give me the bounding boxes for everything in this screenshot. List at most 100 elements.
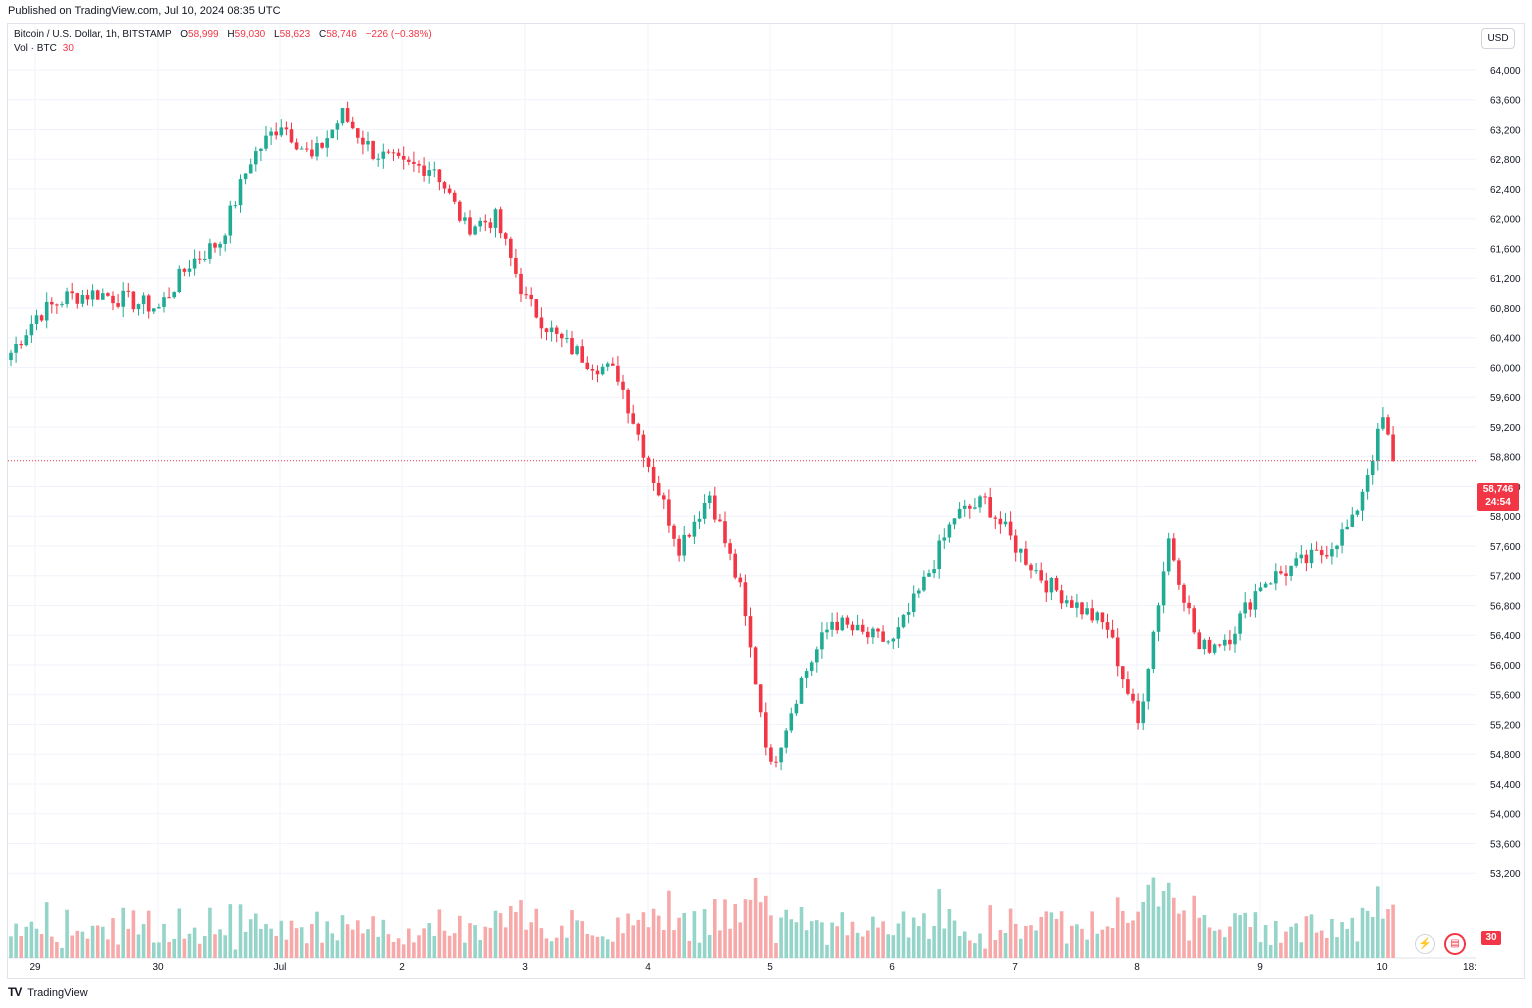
volume-bar xyxy=(162,923,166,958)
candle-body xyxy=(1274,571,1278,584)
candle-body xyxy=(804,671,809,678)
candle-body xyxy=(1070,600,1074,608)
volume-bar xyxy=(325,921,329,958)
news-icon[interactable]: ▤ xyxy=(1444,933,1466,955)
volume-bar xyxy=(927,938,931,958)
volume-bar xyxy=(932,925,936,958)
volume-bar xyxy=(906,937,911,958)
candle-body xyxy=(1319,550,1324,556)
candle-body xyxy=(1202,639,1207,650)
y-tick-label: 54,000 xyxy=(1490,810,1521,821)
y-tick-label: 58,000 xyxy=(1490,512,1521,523)
volume-bar xyxy=(1059,911,1064,958)
volume-bar xyxy=(616,917,620,958)
volume-bar xyxy=(957,935,962,958)
candle-body xyxy=(1126,679,1130,694)
candle-body xyxy=(248,164,253,174)
y-tick-label: 61,200 xyxy=(1490,274,1521,285)
volume-bar xyxy=(1126,922,1130,958)
volume-bar xyxy=(274,935,278,958)
candle-body xyxy=(1156,605,1161,632)
lightning-icon[interactable]: ⚡ xyxy=(1415,934,1435,954)
volume-bar xyxy=(514,911,518,958)
volume-bar xyxy=(1258,942,1263,958)
candle-body xyxy=(1335,545,1339,550)
candle-body xyxy=(723,521,727,544)
candle-body xyxy=(228,205,233,236)
symbol-legend[interactable]: Bitcoin / U.S. Dollar, 1h, BITSTAMP O58,… xyxy=(14,29,432,40)
candle-body xyxy=(524,294,528,296)
candle-body xyxy=(702,503,707,519)
candle-body xyxy=(1314,549,1319,551)
candle-body xyxy=(692,521,697,537)
volume-bar xyxy=(529,922,533,958)
candle-body xyxy=(1029,564,1033,571)
candle-body xyxy=(881,631,885,642)
candle-body xyxy=(1090,608,1094,621)
candle-body xyxy=(830,621,834,630)
candle-body xyxy=(549,327,554,333)
candle-body xyxy=(386,151,391,153)
volume-bar xyxy=(442,930,447,958)
close-label: C xyxy=(318,29,327,40)
volume-bar xyxy=(366,929,370,958)
candle-body xyxy=(585,362,590,369)
volume-bar xyxy=(85,938,90,958)
volume-bar xyxy=(228,904,233,958)
published-caption: Published on TradingView.com, Jul 10, 20… xyxy=(8,5,281,17)
volume-bar xyxy=(218,929,222,958)
volume-bar xyxy=(1340,921,1344,958)
candle-body xyxy=(1197,632,1202,650)
currency-button[interactable]: USD xyxy=(1481,28,1515,49)
candle-body xyxy=(447,188,452,193)
candle-body xyxy=(891,638,896,642)
volume-bar xyxy=(1177,913,1181,958)
candle-body xyxy=(1192,608,1196,633)
volume-bar xyxy=(901,911,906,958)
volume-bar xyxy=(840,912,845,958)
volume-bar xyxy=(422,928,426,958)
candle-body xyxy=(162,297,166,308)
volume-bar xyxy=(254,913,258,958)
candle-body xyxy=(656,483,661,496)
candle-body xyxy=(866,631,870,638)
volume-bar xyxy=(1070,925,1074,958)
volume-bar xyxy=(560,925,564,958)
candle-body xyxy=(707,495,712,504)
candle-body xyxy=(136,304,141,310)
candle-body xyxy=(1049,577,1054,593)
volume-bar xyxy=(473,925,477,958)
symbol-name[interactable]: Bitcoin / U.S. Dollar, 1h, BITSTAMP xyxy=(14,29,172,40)
candle-body xyxy=(901,614,906,628)
candle-body xyxy=(886,641,890,643)
candle-body xyxy=(1177,560,1181,585)
volume-bar xyxy=(101,926,105,958)
volume-bar xyxy=(503,927,508,958)
candle-body xyxy=(906,612,911,615)
volume-bar xyxy=(809,921,814,958)
volume-bar xyxy=(988,905,992,958)
volume-bar xyxy=(1319,930,1324,958)
chart-canvas[interactable]: 53,200 53,600 54,000 54,400 54,800 55,200 55,6… xyxy=(8,24,1524,978)
volume-bar xyxy=(1233,913,1237,958)
candle-body xyxy=(621,381,625,390)
volume-bar xyxy=(1187,940,1191,958)
volume-bar xyxy=(95,925,100,958)
volume-bar xyxy=(152,942,156,958)
x-tick-label: 6 xyxy=(889,962,895,973)
candle-body xyxy=(565,338,569,340)
volume-bar xyxy=(1314,932,1319,958)
high-value: 59,030 xyxy=(234,29,266,40)
candle-body xyxy=(340,108,345,124)
candle-body xyxy=(626,389,630,414)
candle-body xyxy=(947,524,952,538)
volume-bar xyxy=(177,908,182,958)
y-tick-label: 54,400 xyxy=(1490,780,1521,791)
y-tick-label: 62,000 xyxy=(1490,215,1521,226)
footer[interactable]: TV TradingView xyxy=(8,985,88,999)
volume-bar xyxy=(498,913,503,958)
y-tick-label: 54,800 xyxy=(1490,750,1521,761)
volume-legend[interactable]: Vol · BTC 30 xyxy=(14,43,74,54)
volume-bar xyxy=(345,924,350,958)
volume-bar xyxy=(182,938,187,958)
